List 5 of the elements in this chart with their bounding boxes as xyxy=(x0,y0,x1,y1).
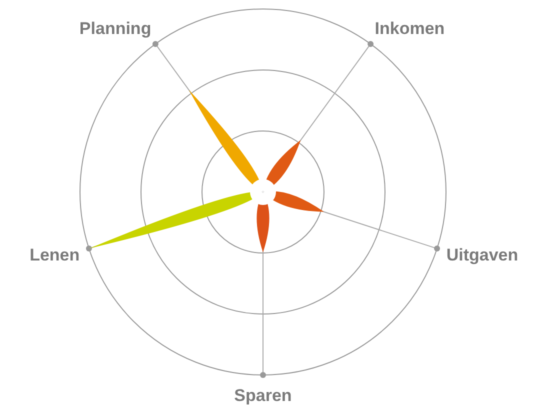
spoke-label: Lenen xyxy=(30,246,80,265)
spoke-label: Planning xyxy=(79,18,152,38)
spoke-label: Sparen xyxy=(234,386,292,405)
spoke-label: Uitgaven xyxy=(446,246,518,265)
spoke-label: Inkomen xyxy=(374,18,445,38)
